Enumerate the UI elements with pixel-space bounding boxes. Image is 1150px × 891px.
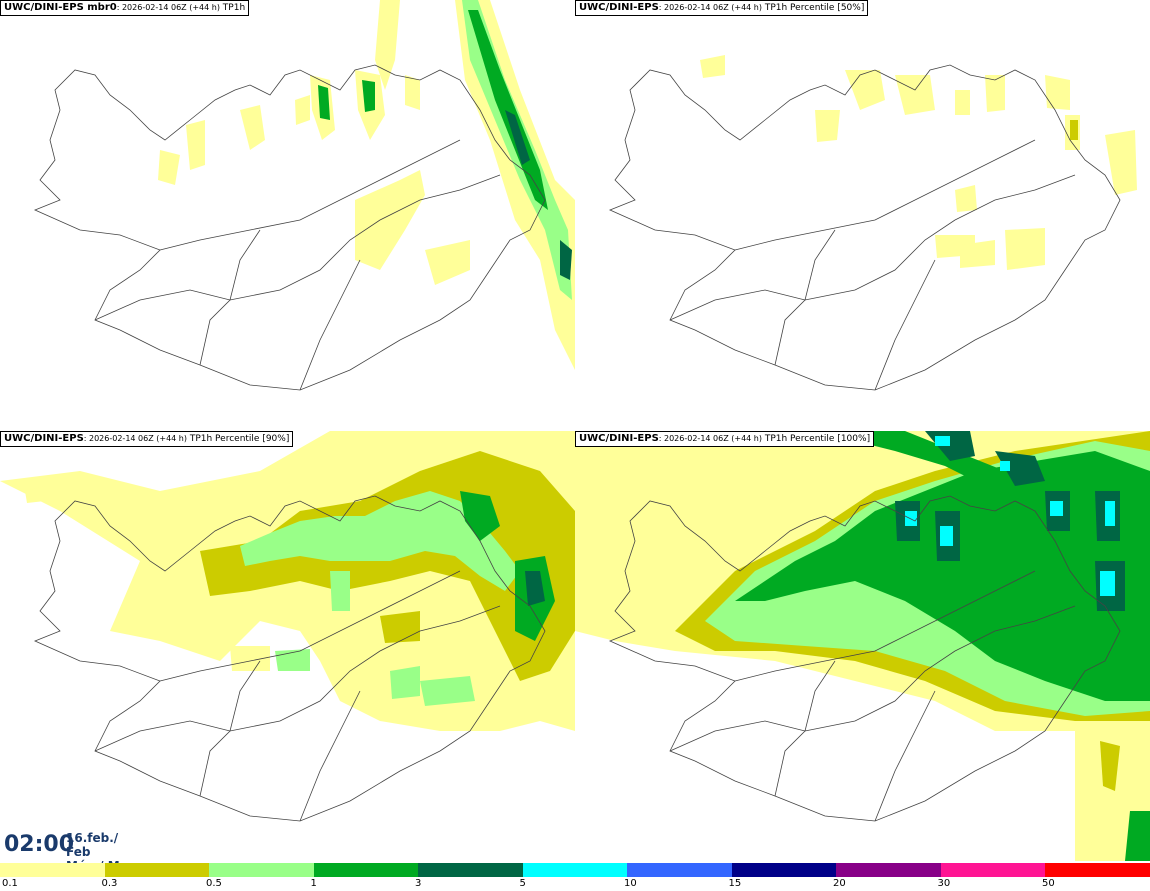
precip-field	[575, 431, 1150, 861]
legend-tick-label: 30	[937, 878, 951, 889]
run-time: : 2026-02-14 06Z (+44 h)	[658, 3, 762, 12]
panel-title: UWC/DINI-EPS: 2026-02-14 06Z (+44 h) TP1…	[0, 431, 294, 447]
panel-title: UWC/DINI-EPS mbr0: 2026-02-14 06Z (+44 h…	[0, 0, 250, 16]
legend-band-9	[836, 863, 941, 877]
model-name: UWC/DINI-EPS	[579, 433, 659, 444]
precip-field	[700, 55, 1137, 270]
map-panel-p100: UWC/DINI-EPS: 2026-02-14 06Z (+44 h) TP1…	[575, 431, 1150, 861]
legend-tick-label: 50	[1042, 878, 1055, 889]
map-panel-p90: UWC/DINI-EPS: 2026-02-14 06Z (+44 h) TP1…	[0, 431, 575, 861]
legend-band-11	[1045, 863, 1150, 877]
legend-tick-label: 10	[624, 878, 637, 889]
model-name: UWC/DINI-EPS mbr0	[4, 2, 117, 13]
legend-band-10	[940, 863, 1046, 877]
legend-band-8	[731, 863, 837, 877]
legend-tick-label: 0.5	[206, 878, 222, 889]
precip-map-4	[575, 431, 1150, 861]
legend-band-3	[209, 863, 314, 877]
legend-tick-label: 3	[415, 878, 422, 889]
legend-tick-label: 15	[728, 878, 742, 889]
legend-tick-label: 0.1	[2, 878, 18, 889]
precip-map-1	[33, 0, 575, 391]
field-name: TP1h Percentile [90%]	[186, 434, 290, 444]
coastline	[608, 64, 1121, 391]
legend-band-2	[104, 863, 210, 877]
legend-tick-label: 0.3	[101, 878, 118, 889]
map-panel-mbr0: UWC/DINI-EPS mbr0: 2026-02-14 06Z (+44 h…	[0, 0, 575, 430]
panel-title: UWC/DINI-EPS: 2026-02-14 06Z (+44 h) TP1…	[575, 431, 875, 447]
map-panel-p50: UWC/DINI-EPS: 2026-02-14 06Z (+44 h) TP1…	[575, 0, 1150, 430]
precip-map-2	[608, 55, 1137, 391]
field-name: TP1h Percentile [100%]	[761, 434, 871, 444]
legend-band-6	[522, 863, 628, 877]
run-time: : 2026-02-14 06Z (+44 h)	[116, 3, 220, 12]
legend-tick-label: 5	[519, 878, 526, 889]
color-legend: 0.1 0.3 0.5 1 3 5 10 15 20 30 50	[0, 862, 1150, 891]
valid-date-line1: 16.feb./ Feb	[66, 831, 119, 859]
model-name: UWC/DINI-EPS	[4, 433, 84, 444]
legend-band-7	[627, 863, 732, 877]
valid-time-box: 02:00 16.feb./ Feb Mán./ Mon	[0, 828, 140, 873]
field-name: TP1h Percentile [50%]	[761, 3, 865, 13]
valid-hour: 02:00	[4, 832, 75, 857]
coastline	[33, 495, 546, 822]
coastline	[33, 64, 546, 391]
precip-map-3	[0, 431, 575, 822]
precip-field	[158, 0, 575, 370]
field-name: TP1h	[219, 3, 246, 13]
run-time: : 2026-02-14 06Z (+44 h)	[658, 434, 762, 443]
panel-title: UWC/DINI-EPS: 2026-02-14 06Z (+44 h) TP1…	[575, 0, 869, 16]
legend-tick-label: 20	[833, 878, 846, 889]
legend-band-5	[418, 863, 523, 877]
coastline	[608, 495, 1121, 822]
legend-tick-label: 1	[310, 878, 317, 889]
precip-field	[0, 431, 575, 731]
run-time: : 2026-02-14 06Z (+44 h)	[83, 434, 187, 443]
legend-band-4	[313, 863, 419, 877]
model-name: UWC/DINI-EPS	[579, 2, 659, 13]
legend-band-1	[0, 863, 105, 877]
